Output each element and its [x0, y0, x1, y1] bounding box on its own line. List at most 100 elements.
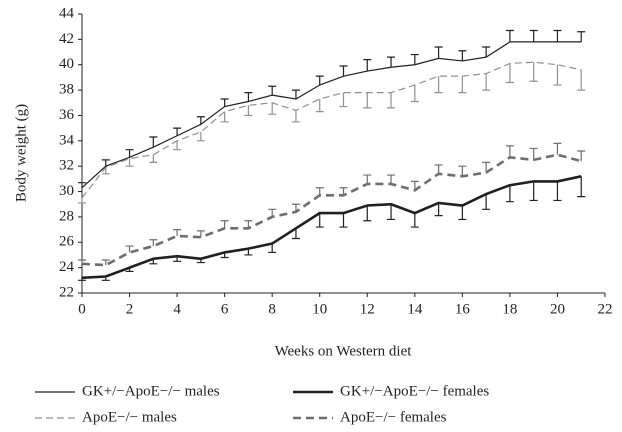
error-bar	[149, 154, 158, 163]
y-tick-label: 38	[59, 82, 74, 98]
error-bar	[387, 204, 396, 221]
error-bar	[339, 213, 348, 228]
error-bar	[339, 92, 348, 108]
error-bar	[434, 202, 443, 217]
error-bar	[78, 277, 86, 281]
y-tick-label: 28	[59, 208, 74, 224]
error-bar	[244, 105, 253, 117]
x-tick-label: 14	[407, 301, 423, 317]
error-bar	[268, 85, 277, 96]
error-bar	[196, 131, 205, 142]
error-bar	[149, 136, 158, 148]
series-line	[81, 41, 582, 189]
x-tick-label: 10	[312, 301, 327, 317]
legend-label: ApoE−/− males	[82, 409, 177, 425]
error-bar	[291, 89, 300, 99]
x-tick-label: 8	[268, 301, 276, 317]
error-bar	[553, 142, 562, 155]
error-bar	[387, 174, 396, 184]
error-bar	[125, 158, 134, 167]
error-bar	[387, 92, 396, 109]
error-bar	[529, 62, 538, 82]
series-line	[81, 153, 582, 267]
x-tick-label: 4	[173, 301, 181, 317]
error-bar	[78, 259, 86, 264]
error-bar	[458, 165, 467, 177]
error-bar	[410, 213, 419, 228]
y-tick-label: 40	[59, 56, 74, 72]
error-bar	[149, 239, 158, 247]
error-bar	[458, 205, 467, 221]
y-tick-label: 44	[59, 5, 75, 21]
error-bar	[505, 63, 514, 84]
error-bar	[505, 29, 514, 42]
error-bar	[553, 29, 562, 42]
error-bar	[529, 29, 538, 42]
error-bar	[339, 65, 348, 77]
error-bar	[196, 116, 205, 125]
x-tick-label: 20	[550, 301, 565, 317]
error-bar	[363, 174, 372, 184]
x-axis-label: Weeks on Western diet	[275, 343, 413, 359]
error-bar	[363, 59, 372, 72]
error-bar	[577, 69, 586, 91]
legend-label: GK+/−ApoE−/− females	[340, 383, 489, 399]
error-bar	[268, 102, 277, 115]
x-tick-label: 0	[78, 301, 86, 317]
y-tick-label: 34	[59, 132, 75, 148]
error-bar	[410, 53, 419, 65]
error-bar	[458, 76, 467, 94]
error-bar	[553, 64, 562, 86]
error-bar	[553, 181, 562, 202]
error-bar	[387, 56, 396, 68]
legend-label: ApoE−/− females	[340, 409, 447, 425]
y-tick-label: 24	[59, 259, 75, 275]
error-bar	[220, 111, 229, 123]
error-bar	[577, 31, 586, 42]
error-bar	[78, 182, 86, 188]
error-bar	[268, 243, 277, 254]
error-bar	[434, 76, 443, 94]
error-bar	[482, 73, 491, 91]
error-bar	[410, 85, 419, 103]
error-bar	[434, 164, 443, 174]
error-bar	[482, 194, 491, 210]
error-bar	[577, 176, 586, 198]
series-line	[81, 175, 582, 280]
error-bar	[291, 228, 300, 240]
x-tick-label: 2	[126, 301, 134, 317]
error-bar	[101, 159, 110, 167]
error-bar	[173, 140, 182, 151]
y-tick-label: 30	[59, 183, 74, 199]
series-line	[81, 61, 582, 199]
error-bar	[529, 147, 538, 160]
y-tick-label: 32	[59, 158, 74, 174]
error-bar	[529, 181, 538, 202]
legend-label: GK+/−ApoE−/− males	[82, 383, 220, 399]
error-bar	[482, 161, 491, 173]
error-bar	[244, 92, 253, 102]
error-bar	[458, 50, 467, 61]
error-bar	[315, 75, 324, 86]
error-bar	[363, 205, 372, 222]
error-bar	[125, 149, 134, 158]
y-tick-label: 22	[59, 284, 74, 300]
error-bar	[315, 213, 324, 228]
y-tick-label: 36	[59, 107, 75, 123]
y-tick-label: 26	[59, 234, 75, 250]
error-bar	[173, 228, 182, 236]
error-bar	[505, 145, 514, 158]
error-bar	[101, 259, 110, 266]
x-tick-label: 22	[598, 301, 613, 317]
error-bar	[315, 98, 324, 113]
error-bar	[220, 98, 229, 107]
x-tick-label: 12	[360, 301, 375, 317]
x-tick-label: 6	[221, 301, 229, 317]
x-tick-label: 18	[502, 301, 517, 317]
error-bar	[363, 92, 372, 109]
error-bar	[78, 197, 86, 204]
y-tick-label: 42	[59, 31, 74, 47]
error-bar	[101, 167, 110, 175]
error-bar	[505, 185, 514, 203]
